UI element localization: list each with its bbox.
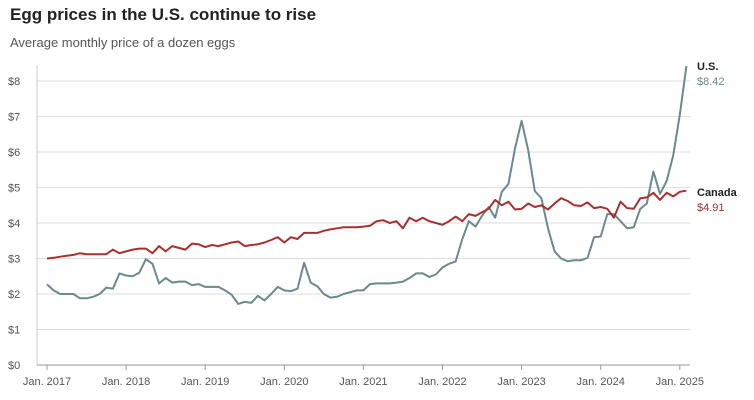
x-tick-label: Jan. 2019 bbox=[181, 376, 229, 388]
chart-subtitle: Average monthly price of a dozen eggs bbox=[10, 35, 236, 50]
x-tick-label: Jan. 2018 bbox=[102, 376, 150, 388]
y-tick-label: $8 bbox=[8, 76, 20, 88]
x-tick-label: Jan. 2025 bbox=[656, 376, 704, 388]
x-tick-label: Jan. 2024 bbox=[577, 376, 625, 388]
y-axis: $0 $1 $2 $3 $4 $5 $6 $7 $8 bbox=[8, 65, 38, 372]
y-tick-label: $4 bbox=[8, 218, 20, 230]
y-tick-label: $5 bbox=[8, 183, 20, 195]
x-tick-label: Jan. 2020 bbox=[260, 376, 308, 388]
x-tick-label: Jan. 2022 bbox=[418, 376, 466, 388]
gridlines bbox=[37, 80, 690, 366]
y-tick-label: $3 bbox=[8, 254, 20, 266]
x-axis: Jan. 2017 Jan. 2018 Jan. 2019 Jan. 2020 Jan.… bbox=[23, 365, 704, 388]
series-end-labels: U.S. $8.42 Canada $4.91 bbox=[697, 61, 738, 214]
x-tick-label: Jan. 2023 bbox=[497, 376, 545, 388]
y-tick-label: $2 bbox=[8, 289, 20, 301]
y-tick-label: $7 bbox=[8, 112, 20, 124]
chart-title: Egg prices in the U.S. continue to rise bbox=[10, 5, 317, 24]
y-tick-label: $6 bbox=[8, 147, 20, 159]
x-tick-label: Jan. 2021 bbox=[339, 376, 387, 388]
series-label-canada: Canada bbox=[697, 187, 738, 199]
series-value-canada: $4.91 bbox=[697, 202, 725, 214]
series-line-canada bbox=[46, 189, 687, 260]
x-tick-label: Jan. 2017 bbox=[23, 376, 71, 388]
series-label-us: U.S. bbox=[697, 61, 718, 73]
y-tick-label: $1 bbox=[8, 325, 20, 337]
series-lines bbox=[46, 65, 688, 305]
y-tick-label: $0 bbox=[8, 360, 20, 372]
series-value-us: $8.42 bbox=[697, 76, 725, 88]
series-line-us bbox=[46, 65, 688, 305]
